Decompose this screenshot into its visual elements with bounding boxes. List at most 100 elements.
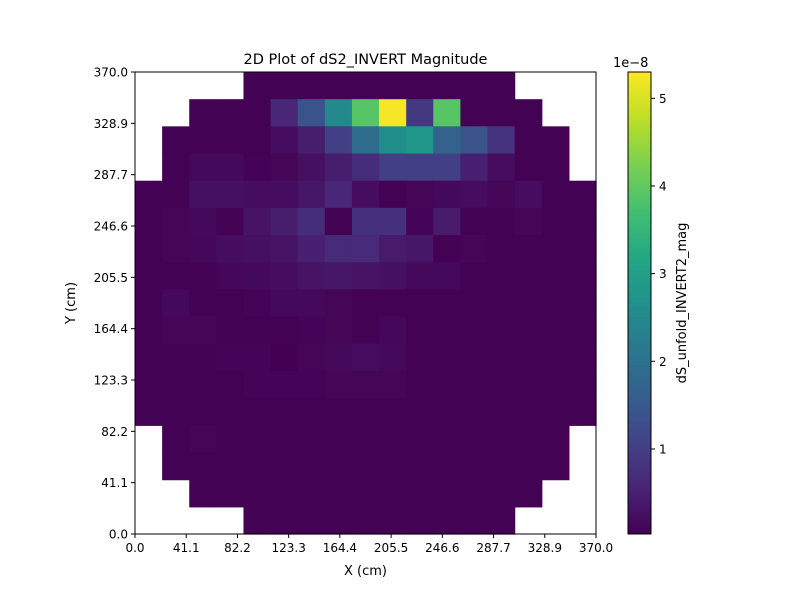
heatmap-cell <box>189 99 217 127</box>
heatmap-cell <box>514 99 543 127</box>
heatmap-cell <box>216 126 245 155</box>
heatmap-cell <box>568 316 597 345</box>
heatmap-cell <box>433 479 462 508</box>
heatmap-cell <box>460 398 489 426</box>
heatmap-cell <box>541 153 570 182</box>
heatmap-cell <box>568 207 597 236</box>
heatmap-cell <box>351 180 380 209</box>
heatmap-cell <box>487 479 516 508</box>
colorbar-tick-label: 5 <box>659 92 667 106</box>
heatmap-cell <box>514 425 543 454</box>
x-tick-label: 246.6 <box>425 541 459 555</box>
heatmap-cell <box>460 370 489 399</box>
heatmap-cell <box>514 289 543 318</box>
heatmap-cell <box>487 99 516 127</box>
heatmap-cell <box>135 370 163 399</box>
heatmap-cell <box>406 289 434 318</box>
heatmap-cell <box>406 398 434 426</box>
heatmap-cell <box>351 316 380 345</box>
heatmap-cell <box>433 316 462 345</box>
heatmap-cell <box>406 153 434 182</box>
heatmap-cell <box>514 153 543 182</box>
heatmap-cell <box>243 99 272 127</box>
heatmap-cell <box>406 99 434 127</box>
heatmap-cell <box>243 207 272 236</box>
heatmap-cell <box>514 370 543 399</box>
heatmap-cell <box>297 153 326 182</box>
heatmap-cell <box>135 316 163 345</box>
heatmap-cell <box>460 207 489 236</box>
heatmap-cell <box>297 289 326 318</box>
heatmap-cell <box>243 72 272 100</box>
heatmap-cell <box>514 235 543 263</box>
heatmap-cell <box>433 425 462 454</box>
heatmap-cell <box>162 289 190 318</box>
heatmap-cell <box>379 316 407 345</box>
heatmap-cell <box>270 316 299 345</box>
heatmap-cell <box>270 72 299 100</box>
heatmap-cell <box>433 153 462 182</box>
colorbar-tick-label: 3 <box>659 267 667 281</box>
y-axis-label: Y (cm) <box>64 282 79 325</box>
heatmap-cell <box>351 289 380 318</box>
heatmap-cell <box>243 153 272 182</box>
heatmap-cell <box>460 72 489 100</box>
heatmap-cell <box>487 235 516 263</box>
heatmap-cell <box>243 343 272 372</box>
y-tick-label: 41.1 <box>101 476 128 490</box>
heatmap-cell <box>324 153 353 182</box>
heatmap-cell <box>297 479 326 508</box>
y-tick-label: 82.2 <box>101 425 128 439</box>
y-tick-label: 164.4 <box>94 322 128 336</box>
heatmap-cell <box>270 126 299 155</box>
heatmap-cell <box>514 343 543 372</box>
heatmap-cell <box>460 289 489 318</box>
heatmap-cell <box>433 126 462 155</box>
heatmap-cell <box>541 343 570 372</box>
heatmap-cell <box>324 99 353 127</box>
heatmap-cell <box>324 425 353 454</box>
heatmap-cell <box>270 479 299 508</box>
heatmap-cell <box>189 425 217 454</box>
heatmap-cell <box>189 262 217 291</box>
heatmap-cell <box>297 99 326 127</box>
x-tick-label: 164.4 <box>323 541 357 555</box>
heatmap-cell <box>189 452 217 481</box>
heatmap-cell <box>460 235 489 263</box>
heatmap-cell <box>568 262 597 291</box>
heatmap-cell <box>162 180 190 209</box>
heatmap-cell <box>379 99 407 127</box>
heatmap-cell <box>162 452 190 481</box>
heatmap-cell <box>162 262 190 291</box>
heatmap-cell <box>379 506 407 535</box>
heatmap-cell <box>433 99 462 127</box>
heatmap-cell <box>162 370 190 399</box>
heatmap-cell <box>189 289 217 318</box>
heatmap-cell <box>433 506 462 535</box>
x-tick-label: 205.5 <box>374 541 408 555</box>
heatmap-cell <box>324 72 353 100</box>
heatmap-cell <box>487 425 516 454</box>
heatmap-cell <box>324 343 353 372</box>
heatmap-cell <box>379 452 407 481</box>
heatmap-cell <box>135 343 163 372</box>
heatmap-cell <box>351 262 380 291</box>
heatmap-cell <box>460 506 489 535</box>
heatmap-cell <box>487 370 516 399</box>
heatmap-cell <box>216 289 245 318</box>
heatmap-cell <box>189 180 217 209</box>
heatmap-cell <box>379 343 407 372</box>
heatmap-cell <box>379 235 407 263</box>
heatmap-cell <box>243 425 272 454</box>
colorbar-ticks: 1 2 3 4 5 <box>651 92 667 456</box>
heatmap-cell <box>379 479 407 508</box>
heatmap-cell <box>297 126 326 155</box>
heatmap-cell <box>379 370 407 399</box>
heatmap-cell <box>568 235 597 263</box>
heatmap-cell <box>189 479 217 508</box>
heatmap-cell <box>487 207 516 236</box>
heatmap-cell <box>433 452 462 481</box>
heatmap-cell <box>162 126 190 155</box>
heatmap-cell <box>243 289 272 318</box>
heatmap-cell <box>487 289 516 318</box>
